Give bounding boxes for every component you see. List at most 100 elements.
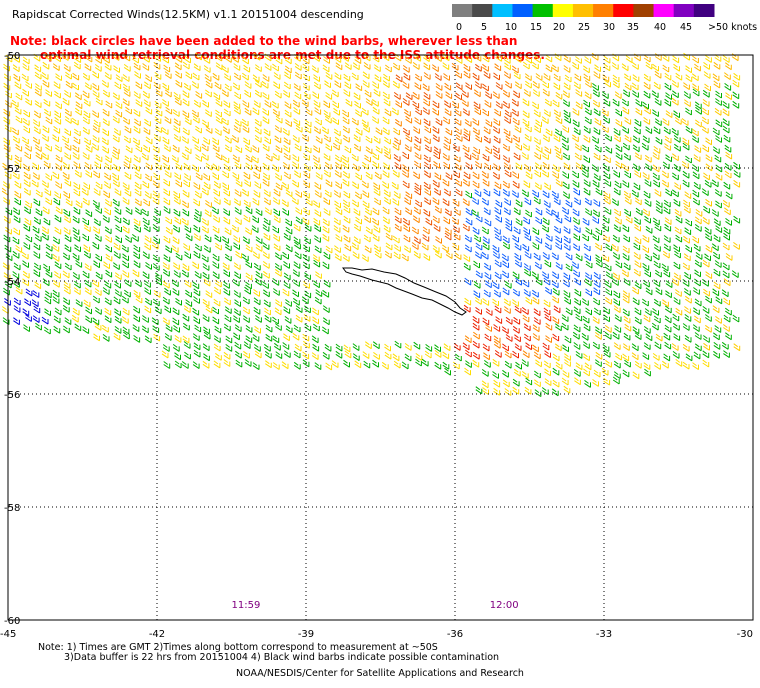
wind-barb: [694, 259, 702, 268]
wind-barb: [223, 269, 230, 278]
wind-barb: [594, 117, 602, 126]
wind-barb: [454, 127, 462, 135]
wind-barb: [564, 115, 571, 124]
wind-barb: [72, 144, 80, 153]
wind-barb: [43, 98, 51, 107]
wind-barb: [513, 134, 520, 143]
wind-barb: [273, 233, 280, 242]
wind-barb: [173, 224, 180, 233]
wind-barb: [184, 279, 192, 288]
wind-barb: [612, 98, 620, 107]
wind-barb: [395, 118, 402, 127]
wind-barb: [572, 331, 580, 340]
wind-barb: [104, 181, 111, 189]
wind-barb: [525, 342, 532, 351]
wind-barb: [512, 271, 520, 280]
wind-barb: [302, 261, 310, 270]
wind-barb: [173, 134, 181, 142]
wind-barb: [682, 262, 690, 271]
wind-barb: [542, 80, 549, 89]
wind-barb: [492, 281, 500, 290]
wind-barb: [352, 181, 359, 190]
wind-barb: [285, 325, 293, 334]
wind-barb: [664, 143, 671, 151]
wind-barb: [213, 335, 221, 344]
wind-barb: [584, 91, 592, 100]
wind-barb: [63, 190, 70, 199]
wind-barb: [432, 64, 439, 73]
wind-barb: [63, 286, 71, 295]
legend-swatch: [593, 4, 614, 17]
wind-barb: [504, 360, 512, 369]
wind-barb: [583, 341, 590, 350]
wind-barb: [414, 152, 422, 160]
wind-barb: [522, 143, 530, 152]
wind-barb: [125, 235, 132, 243]
wind-barb: [424, 136, 431, 145]
wind-barb: [574, 277, 581, 286]
wind-barb: [454, 252, 462, 261]
wind-barb: [174, 97, 182, 106]
wind-barb: [594, 144, 602, 153]
wind-barb: [525, 296, 533, 305]
wind-barb: [213, 197, 221, 205]
wind-barb: [364, 215, 371, 224]
wind-barb: [262, 178, 270, 187]
wind-barb: [583, 323, 591, 332]
wind-barb: [134, 279, 142, 288]
wind-barb: [344, 62, 352, 71]
wind-barb: [82, 90, 90, 99]
legend-label: 0: [456, 22, 462, 33]
wind-barb: [481, 170, 489, 179]
wind-barb: [472, 72, 480, 81]
wind-barb: [634, 307, 642, 316]
wind-barb: [551, 280, 559, 289]
wind-barb: [504, 350, 512, 359]
wind-barb: [173, 92, 181, 100]
wind-barb: [174, 352, 181, 361]
wind-barb: [421, 358, 429, 367]
wind-barb: [532, 101, 539, 110]
wind-barb: [231, 135, 239, 143]
wind-barb: [352, 199, 359, 208]
wind-barb: [645, 253, 652, 262]
wind-barb: [583, 99, 590, 108]
wind-barb: [623, 234, 630, 243]
wind-barb: [512, 234, 519, 243]
wind-barb: [563, 385, 571, 394]
wind-barb: [662, 179, 669, 188]
wind-barb: [652, 63, 659, 72]
wind-barb: [44, 290, 52, 299]
wind-barb: [363, 62, 371, 70]
wind-barb: [184, 55, 191, 64]
wind-barb: [714, 325, 722, 333]
wind-barb: [342, 109, 349, 118]
wind-barb: [22, 270, 30, 279]
wind-barb: [223, 197, 231, 206]
wind-barb: [155, 89, 163, 97]
wind-barb: [574, 377, 581, 386]
wind-barb: [513, 71, 521, 80]
wind-barb: [322, 64, 330, 73]
wind-barb: [485, 146, 492, 155]
wind-barb: [682, 179, 690, 188]
wind-barb: [233, 198, 241, 207]
wind-barb: [694, 332, 702, 340]
wind-barb: [542, 190, 550, 199]
wind-barb: [124, 279, 132, 288]
wind-barb: [182, 189, 190, 198]
wind-barb: [613, 128, 621, 136]
wind-barb: [434, 361, 442, 370]
wind-barb: [342, 116, 350, 125]
wind-barb: [592, 179, 600, 188]
wind-barb: [254, 350, 262, 359]
wind-barb: [24, 298, 31, 307]
wind-barb: [464, 119, 472, 127]
wind-barb: [54, 191, 61, 199]
wind-barb: [215, 109, 222, 118]
wind-barb: [283, 152, 291, 161]
wind-barb: [22, 136, 29, 145]
wind-barb: [444, 367, 451, 376]
wind-barb: [634, 223, 641, 232]
wind-barb: [672, 189, 679, 198]
